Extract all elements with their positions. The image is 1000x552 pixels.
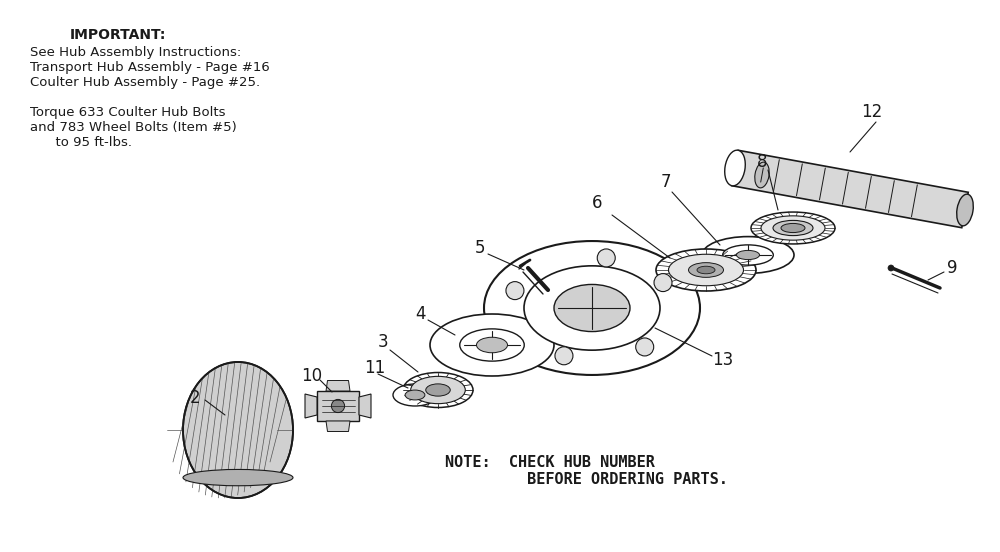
Ellipse shape	[697, 266, 715, 274]
Text: Transport Hub Assembly - Page #16: Transport Hub Assembly - Page #16	[30, 61, 270, 74]
Circle shape	[654, 274, 672, 291]
Text: to 95 ft-lbs.: to 95 ft-lbs.	[30, 136, 132, 149]
Text: 10: 10	[301, 367, 323, 385]
Ellipse shape	[430, 314, 554, 376]
Text: 11: 11	[364, 359, 386, 377]
Circle shape	[331, 400, 345, 412]
Ellipse shape	[688, 263, 724, 277]
Circle shape	[888, 265, 894, 271]
Text: and 783 Wheel Bolts (Item #5): and 783 Wheel Bolts (Item #5)	[30, 121, 237, 134]
Ellipse shape	[183, 469, 293, 486]
Polygon shape	[732, 150, 968, 228]
Text: 13: 13	[712, 351, 734, 369]
Ellipse shape	[751, 212, 835, 244]
Circle shape	[506, 282, 524, 300]
Ellipse shape	[755, 162, 769, 188]
Text: NOTE:  CHECK HUB NUMBER: NOTE: CHECK HUB NUMBER	[445, 455, 655, 470]
Ellipse shape	[426, 384, 450, 396]
Text: 8: 8	[757, 153, 767, 171]
Ellipse shape	[957, 194, 973, 226]
Ellipse shape	[702, 237, 794, 273]
Polygon shape	[359, 394, 371, 418]
Ellipse shape	[761, 216, 825, 240]
Ellipse shape	[393, 384, 437, 406]
Ellipse shape	[773, 220, 813, 236]
Ellipse shape	[524, 266, 660, 350]
Polygon shape	[326, 421, 350, 432]
Ellipse shape	[668, 254, 744, 286]
Ellipse shape	[656, 249, 756, 291]
Circle shape	[597, 249, 615, 267]
Ellipse shape	[460, 329, 524, 361]
Text: 6: 6	[592, 194, 602, 212]
Text: See Hub Assembly Instructions:: See Hub Assembly Instructions:	[30, 46, 241, 59]
Ellipse shape	[725, 150, 745, 186]
Polygon shape	[317, 391, 359, 421]
Polygon shape	[305, 394, 317, 418]
Ellipse shape	[484, 241, 700, 375]
Ellipse shape	[781, 224, 805, 232]
Text: 12: 12	[861, 103, 883, 121]
Text: 3: 3	[378, 333, 388, 351]
Ellipse shape	[405, 390, 425, 400]
Ellipse shape	[411, 376, 465, 404]
Text: BEFORE ORDERING PARTS.: BEFORE ORDERING PARTS.	[445, 472, 728, 487]
Text: 7: 7	[661, 173, 671, 191]
Text: 2: 2	[190, 389, 200, 407]
Circle shape	[555, 347, 573, 365]
Text: 5: 5	[475, 239, 485, 257]
Circle shape	[636, 338, 654, 356]
Ellipse shape	[736, 251, 760, 259]
Ellipse shape	[554, 284, 630, 332]
Text: Torque 633 Coulter Hub Bolts: Torque 633 Coulter Hub Bolts	[30, 106, 226, 119]
Text: IMPORTANT:: IMPORTANT:	[70, 28, 166, 42]
Text: Coulter Hub Assembly - Page #25.: Coulter Hub Assembly - Page #25.	[30, 76, 260, 89]
Ellipse shape	[477, 337, 508, 353]
Polygon shape	[326, 380, 350, 391]
Ellipse shape	[723, 245, 773, 265]
Ellipse shape	[183, 362, 293, 498]
Text: 4: 4	[415, 305, 425, 323]
Ellipse shape	[403, 373, 473, 407]
Text: 9: 9	[947, 259, 957, 277]
